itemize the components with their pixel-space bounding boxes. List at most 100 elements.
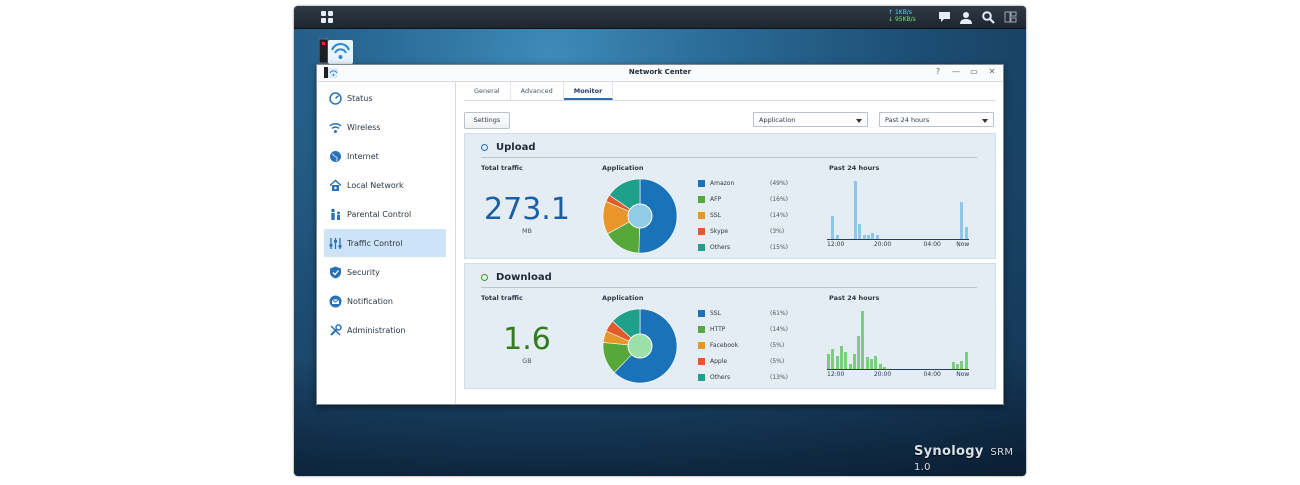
download-title: Download [496, 272, 552, 283]
chart-bar [960, 202, 964, 239]
legend-label: AFP [710, 196, 722, 203]
legend-label: Others [710, 244, 731, 251]
legend-swatch [698, 374, 705, 381]
legend-label: SSL [710, 310, 721, 317]
sidebar-item-administration[interactable]: Administration [324, 316, 446, 344]
close-button[interactable]: ✕ [988, 67, 996, 76]
widgets-icon[interactable] [1002, 9, 1018, 25]
legend-percent: (14%) [770, 326, 789, 333]
network-center-window: Network Center ? — ▭ ✕ Status Wireless I… [316, 64, 1004, 405]
shield-icon [330, 266, 341, 278]
sidebar-item-notification[interactable]: Notification [324, 287, 446, 315]
legend-item: AFP (16%) [698, 196, 798, 206]
pie-slice-amazon [638, 178, 678, 254]
settings-button[interactable]: Settings [464, 112, 510, 129]
sidebar-item-label: Wireless [347, 122, 381, 132]
legend-label: Skype [710, 228, 729, 235]
x-tick-label: 12:00 [827, 241, 845, 248]
sidebar-item-security[interactable]: Security [324, 258, 446, 286]
legend-item: Others (15%) [698, 244, 798, 254]
x-tick-label: 04:00 [923, 371, 941, 378]
chart-bar [861, 311, 865, 369]
sidebar-item-local-network[interactable]: Local Network [324, 171, 446, 199]
chart-bar [853, 181, 857, 239]
main-menu-button[interactable] [318, 8, 338, 26]
x-tick-label: 20:00 [873, 371, 892, 378]
search-icon[interactable] [980, 9, 996, 25]
chart-bar [831, 349, 835, 369]
view-select[interactable]: Application [753, 112, 868, 127]
legend-percent: (5%) [770, 358, 785, 365]
sidebar-item-label: Status [347, 93, 373, 103]
legend-swatch [698, 358, 705, 365]
legend-label: Facebook [710, 342, 739, 349]
app-icon [324, 67, 338, 78]
chart-bar [951, 362, 955, 369]
legend-label: Others [710, 374, 731, 381]
legend-swatch [698, 244, 705, 251]
network-center-desktop-icon[interactable] [318, 38, 353, 64]
application-label: Application [602, 294, 644, 302]
tab-advanced[interactable]: Advanced [511, 82, 564, 100]
download-heading: Download [481, 272, 552, 283]
chart-bar [827, 354, 830, 369]
x-tick-label: 20:00 [873, 241, 892, 248]
sidebar: Status Wireless Internet Local Network P… [317, 82, 456, 404]
sliders-icon [329, 237, 342, 249]
view-select-value: Application [759, 116, 796, 124]
download-dot-icon [481, 274, 488, 281]
sidebar-item-wireless[interactable]: Wireless [324, 113, 446, 141]
sidebar-item-internet[interactable]: Internet [324, 142, 446, 170]
tab-monitor[interactable]: Monitor [563, 82, 614, 100]
help-button[interactable]: ? [935, 67, 941, 76]
sidebar-item-traffic-control[interactable]: Traffic Control [324, 229, 446, 257]
legend-swatch [698, 342, 705, 349]
time-range-select[interactable]: Past 24 hours [879, 112, 994, 127]
legend-percent: (49%) [770, 180, 789, 187]
tools-icon [330, 323, 342, 336]
chart-bar [871, 233, 875, 239]
chart-bar [858, 223, 862, 239]
legend-percent: (61%) [770, 310, 789, 317]
upload-bar-chart: 12:00 20:00 04:00 Now [827, 178, 977, 248]
chart-bar [875, 235, 879, 239]
maximize-button[interactable]: ▭ [970, 67, 978, 76]
tab-general[interactable]: General [464, 82, 511, 100]
legend-percent: (16%) [770, 196, 789, 203]
chart-bar [862, 235, 866, 239]
speech-bubble-icon[interactable] [936, 9, 952, 25]
legend-swatch [698, 196, 705, 203]
user-icon[interactable] [958, 9, 974, 25]
sidebar-item-label: Local Network [347, 180, 404, 190]
house-icon [329, 178, 342, 191]
chart-bar [878, 364, 882, 369]
window-titlebar[interactable]: Network Center ? — ▭ ✕ [317, 65, 1003, 82]
tab-bar: General Advanced Monitor [464, 82, 996, 101]
chevron-down-icon [856, 119, 862, 123]
time-range-select-value: Past 24 hours [885, 116, 930, 124]
legend-percent: (15%) [770, 244, 789, 251]
legend-percent: (13%) [770, 374, 789, 381]
chart-bar [870, 359, 874, 369]
sidebar-item-label: Internet [347, 151, 379, 161]
sidebar-item-parental-control[interactable]: Parental Control [324, 200, 446, 228]
sidebar-item-label: Notification [347, 296, 393, 306]
brand-product: SRM 1.0 [914, 447, 1014, 473]
chart-bar [857, 335, 861, 369]
legend-swatch [698, 310, 705, 317]
chart-bar [865, 357, 869, 369]
sidebar-item-label: Traffic Control [347, 238, 403, 248]
chart-bar [874, 355, 878, 369]
sidebar-item-status[interactable]: Status [324, 84, 446, 112]
download-total-unit: GB [522, 357, 532, 365]
total-traffic-label: Total traffic [481, 294, 523, 302]
main-content: General Advanced Monitor Settings Applic… [464, 82, 996, 404]
legend-swatch [698, 212, 705, 219]
legend-item: HTTP (14%) [698, 326, 798, 336]
legend-label: HTTP [710, 326, 726, 333]
chart-bar [835, 235, 839, 239]
x-tick-label: Now [956, 371, 970, 378]
minimize-button[interactable]: — [952, 67, 960, 76]
divider [481, 157, 977, 158]
chart-bar [835, 355, 839, 369]
